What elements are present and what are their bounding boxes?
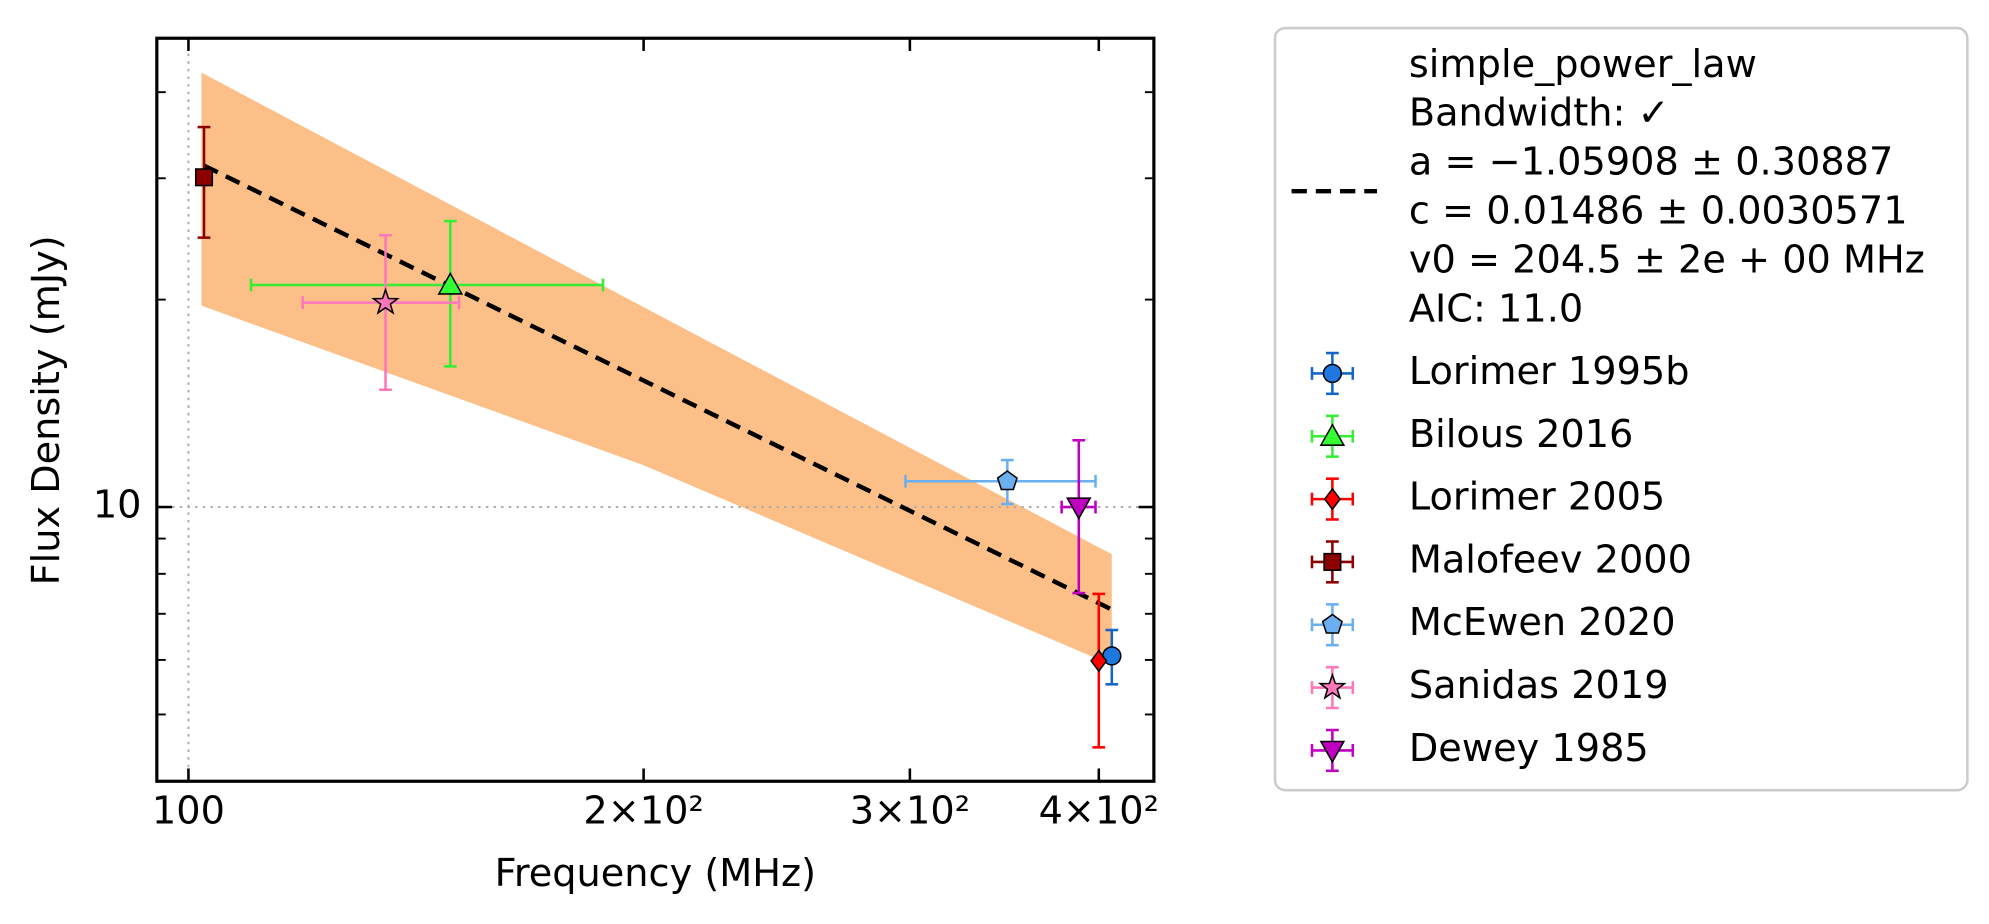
marker bbox=[1323, 487, 1341, 511]
legend-label: Sanidas 2019 bbox=[1409, 664, 1669, 708]
x-error-bar bbox=[249, 278, 605, 292]
legend-label: Lorimer 1995b bbox=[1409, 350, 1690, 394]
marker bbox=[1090, 649, 1108, 673]
marker bbox=[437, 271, 464, 295]
legend-box bbox=[1273, 26, 1969, 792]
marker bbox=[1318, 672, 1347, 700]
marker bbox=[371, 287, 400, 315]
y-tick-label: 10 bbox=[93, 484, 142, 528]
marker bbox=[1321, 613, 1343, 634]
x-tick-label: 4×10² bbox=[1039, 790, 1159, 834]
marker bbox=[1319, 423, 1346, 446]
plot-frame bbox=[155, 36, 1156, 783]
legend-label: McEwen 2020 bbox=[1409, 601, 1676, 645]
marker bbox=[1322, 363, 1343, 384]
legend-label: AIC: 11.0 bbox=[1409, 287, 1583, 331]
legend-label: simple_power_law bbox=[1409, 43, 1757, 87]
legend-label: Dewey 1985 bbox=[1409, 727, 1649, 771]
x-tick-label: 3×10² bbox=[850, 790, 970, 834]
fit-band bbox=[201, 72, 1112, 665]
marker bbox=[194, 168, 214, 187]
legend-label: Bandwidth: ✓ bbox=[1409, 92, 1670, 136]
x-axis-label: Frequency (MHz) bbox=[495, 852, 816, 896]
legend-label: Malofeev 2000 bbox=[1409, 538, 1692, 582]
x-tick-label: 2×10² bbox=[583, 790, 703, 834]
legend-label: Lorimer 2005 bbox=[1409, 476, 1665, 520]
marker bbox=[996, 470, 1018, 491]
legend-label: Bilous 2016 bbox=[1409, 413, 1634, 457]
marker bbox=[1066, 497, 1092, 521]
y-error-bar bbox=[379, 233, 392, 391]
legend-label: c = 0.01486 ± 0.0030571 bbox=[1409, 190, 1908, 234]
marker bbox=[1319, 740, 1346, 764]
x-tick-label: 100 bbox=[152, 790, 225, 834]
legend-label: a = −1.05908 ± 0.30887 bbox=[1409, 141, 1893, 185]
marker bbox=[1323, 552, 1342, 571]
legend-label: v0 = 204.5 ± 2e + 00 MHz bbox=[1409, 239, 1925, 283]
y-axis-label: Flux Density (mJy) bbox=[25, 235, 69, 585]
